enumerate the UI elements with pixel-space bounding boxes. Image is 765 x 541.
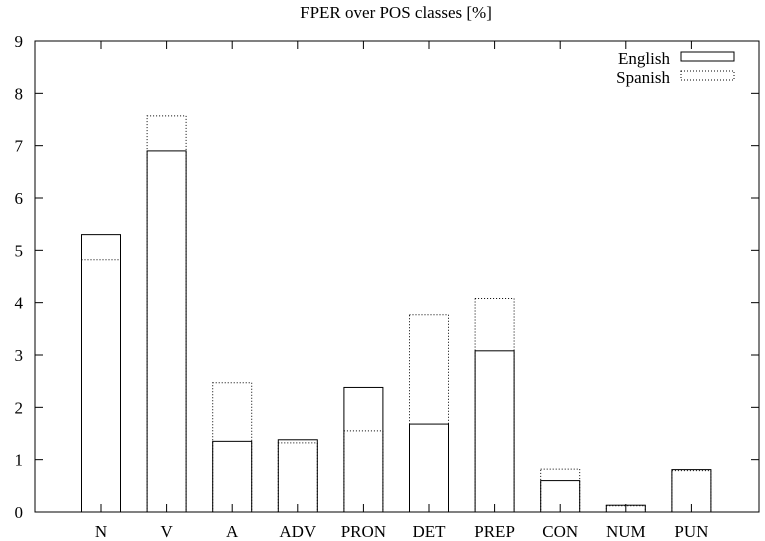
y-tick-label: 9	[15, 32, 24, 51]
bar-spanish-det	[409, 314, 449, 513]
y-tick-label: 2	[15, 398, 24, 417]
x-tick-label-con: CON	[542, 522, 578, 541]
x-tick-label-prep: PREP	[474, 522, 515, 541]
y-tick-label: 5	[15, 241, 24, 260]
x-tick-label-num: NUM	[606, 522, 646, 541]
bar-english-pron	[343, 386, 384, 513]
legend-swatch-english	[680, 51, 735, 62]
x-tick-label-pun: PUN	[674, 522, 708, 541]
x-tick-label-n: N	[95, 522, 107, 541]
bar-spanish-a	[212, 382, 253, 513]
y-tick-label: 0	[15, 503, 24, 522]
x-tick-label-v: V	[160, 522, 173, 541]
bar-spanish-adv	[277, 442, 318, 513]
bar-english-prep	[474, 350, 515, 513]
x-axis: N V A ADV PRON DET PREP CON NUM PUN	[95, 41, 708, 541]
bar-spanish-num	[605, 505, 646, 513]
bar-spanish-pron	[343, 430, 384, 513]
y-tick-label: 8	[15, 84, 24, 103]
bar-spanish-con	[540, 468, 581, 513]
y-tick-label: 1	[15, 451, 24, 470]
legend-label-english: English	[618, 49, 670, 68]
y-tick-label: 3	[15, 346, 24, 365]
bar-spanish-n	[81, 259, 121, 513]
y-axis: 0 1 2 3 4 5 6 7 8 9	[15, 32, 759, 522]
x-tick-label-a: A	[226, 522, 239, 541]
bar-english-a	[212, 440, 253, 513]
plot-area-frame	[34, 40, 760, 513]
y-tick-label: 4	[15, 294, 24, 313]
bar-english-v	[146, 150, 187, 513]
bar-english-det	[409, 423, 449, 513]
bar-series-group	[81, 115, 712, 513]
bar-spanish-prep	[474, 297, 515, 513]
bar-english-n	[81, 234, 121, 513]
x-tick-label-adv: ADV	[279, 522, 317, 541]
bar-spanish-v	[146, 115, 187, 513]
legend-swatch-spanish	[680, 70, 735, 81]
legend: English Spanish	[616, 49, 735, 87]
chart-title: FPER over POS classes [%]	[300, 3, 492, 22]
legend-label-spanish: Spanish	[616, 68, 670, 87]
bar-spanish-pun	[671, 470, 712, 513]
bar-english-adv	[277, 439, 318, 513]
y-tick-label: 7	[15, 137, 24, 156]
x-tick-label-pron: PRON	[341, 522, 386, 541]
x-tick-label-det: DET	[412, 522, 446, 541]
y-tick-label: 6	[15, 189, 24, 208]
